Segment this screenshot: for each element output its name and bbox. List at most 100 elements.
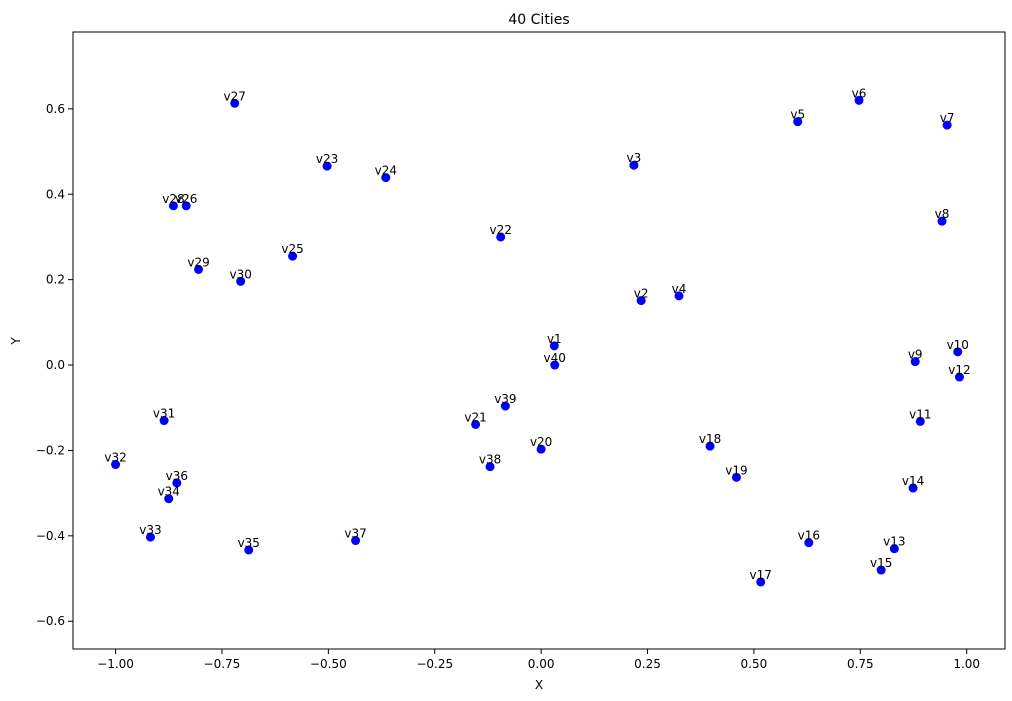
- y-tick-label: 0.0: [46, 358, 65, 372]
- city-point-v37: [351, 536, 361, 546]
- city-label-v36: v36: [166, 469, 188, 483]
- y-tick-label: 0.4: [46, 187, 65, 201]
- city-label-v25: v25: [281, 242, 303, 256]
- city-label-v34: v34: [158, 485, 180, 499]
- city-point-v18: [705, 441, 715, 451]
- city-point-v24: [381, 173, 391, 183]
- x-tick-label: 0.50: [741, 657, 768, 671]
- y-axis-label: Y: [9, 337, 23, 346]
- city-point-v2: [636, 296, 646, 306]
- city-label-v7: v7: [940, 111, 955, 125]
- city-label-v24: v24: [375, 164, 397, 178]
- city-label-v17: v17: [750, 568, 772, 582]
- city-label-v15: v15: [870, 556, 892, 570]
- city-label-v8: v8: [935, 207, 950, 221]
- city-label-v20: v20: [530, 435, 552, 449]
- city-label-v23: v23: [316, 152, 338, 166]
- city-label-v33: v33: [139, 523, 161, 537]
- x-axis-label: X: [535, 678, 543, 692]
- city-point-v5: [793, 117, 803, 127]
- city-points: [111, 95, 964, 587]
- city-label-v38: v38: [479, 453, 501, 467]
- x-tick-label: −0.25: [416, 657, 453, 671]
- city-point-v28: [168, 201, 178, 211]
- city-label-v14: v14: [902, 474, 924, 488]
- x-tick-label: 0.00: [528, 657, 555, 671]
- city-point-v6: [854, 95, 864, 105]
- city-point-v16: [804, 538, 814, 548]
- city-label-v11: v11: [909, 407, 931, 421]
- city-point-v22: [496, 232, 506, 242]
- city-point-v17: [756, 577, 766, 587]
- city-label-v21: v21: [464, 410, 486, 424]
- plot-frame: [72, 31, 1006, 650]
- city-point-v31: [159, 416, 169, 426]
- city-label-v9: v9: [908, 348, 923, 362]
- x-tick-label: −0.50: [310, 657, 347, 671]
- city-point-v35: [244, 545, 254, 555]
- city-point-v9: [910, 357, 920, 367]
- city-point-v40: [550, 360, 560, 370]
- city-point-v38: [485, 462, 495, 472]
- city-point-v19: [731, 472, 741, 482]
- city-point-v29: [194, 264, 204, 274]
- city-label-v6: v6: [852, 86, 867, 100]
- city-label-v5: v5: [790, 108, 805, 122]
- city-label-v32: v32: [104, 451, 126, 465]
- city-point-v36: [172, 478, 182, 488]
- city-label-v35: v35: [238, 536, 260, 550]
- city-point-v20: [536, 444, 546, 454]
- city-point-v30: [236, 276, 246, 286]
- city-point-v27: [230, 98, 240, 108]
- city-label-v27: v27: [224, 89, 246, 103]
- city-label-v39: v39: [494, 392, 516, 406]
- city-point-v34: [164, 494, 174, 504]
- city-point-v8: [937, 216, 947, 226]
- city-label-v40: v40: [544, 351, 566, 365]
- city-point-v26: [181, 201, 191, 211]
- x-tick-label: −0.75: [204, 657, 241, 671]
- city-label-v13: v13: [883, 535, 905, 549]
- y-tick-label: 0.6: [46, 102, 65, 116]
- city-label-v22: v22: [490, 223, 512, 237]
- city-point-v10: [953, 347, 963, 357]
- x-tick-label: 0.25: [634, 657, 661, 671]
- city-point-v25: [288, 251, 298, 261]
- y-tick-label: 0.2: [46, 273, 65, 287]
- city-point-v4: [674, 291, 684, 301]
- city-label-v4: v4: [672, 282, 687, 296]
- city-label-v2: v2: [634, 287, 649, 301]
- city-label-v3: v3: [627, 151, 642, 165]
- city-label-v30: v30: [229, 267, 251, 281]
- city-label-v19: v19: [725, 463, 747, 477]
- city-point-v14: [908, 483, 918, 493]
- city-label-v10: v10: [947, 338, 969, 352]
- y-tick-label: −0.6: [36, 614, 65, 628]
- x-axis-ticks: −1.00 −0.75 −0.50 −0.25 0.00 0.25 0.50 0.75 1.00: [97, 649, 980, 671]
- city-label-v29: v29: [187, 255, 209, 269]
- city-point-v33: [145, 532, 155, 542]
- x-tick-label: 1.00: [953, 657, 980, 671]
- city-label-v37: v37: [344, 527, 366, 541]
- city-label-v12: v12: [948, 363, 970, 377]
- city-point-v23: [322, 161, 332, 171]
- chart-title: 40 Cities: [508, 12, 569, 28]
- y-tick-label: −0.4: [36, 529, 65, 543]
- x-tick-label: 0.75: [847, 657, 874, 671]
- city-label-v26: v26: [175, 192, 197, 206]
- city-labels: v1 v2 v3 v4 v5 v6 v7 v8 v9 v10 v11 v12 v13 v14 v15 v16 v…: [104, 86, 970, 582]
- y-axis-ticks: −0.6 −0.4 −0.2 0.0 0.2 0.4 0.6: [36, 102, 73, 628]
- city-point-v21: [471, 419, 481, 429]
- city-point-v15: [876, 565, 886, 575]
- city-point-v12: [954, 372, 964, 382]
- city-point-v39: [500, 401, 510, 411]
- city-label-v31: v31: [153, 407, 175, 421]
- city-label-v16: v16: [798, 529, 820, 543]
- x-tick-label: −1.00: [97, 657, 134, 671]
- city-label-v28: v28: [162, 192, 184, 206]
- city-point-v32: [111, 460, 121, 470]
- y-tick-label: −0.2: [36, 443, 65, 457]
- city-point-v13: [889, 544, 899, 554]
